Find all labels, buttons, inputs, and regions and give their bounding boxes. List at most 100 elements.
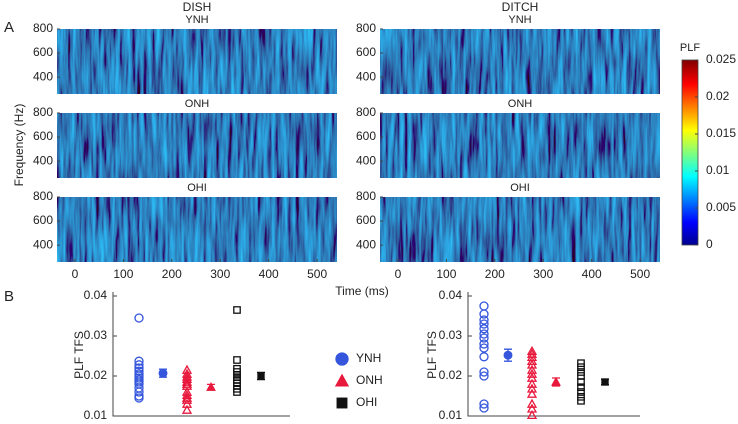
marker [479,343,489,353]
legend-label: YNH [356,351,381,365]
panel-label: B [4,288,14,305]
x-tick-label: 200 [162,267,182,281]
panel-title: ONH [508,98,533,110]
marker [134,313,144,323]
y-tick-label: 0.03 [84,328,108,342]
marker [206,382,216,391]
y-tick-label: 800 [356,21,376,35]
marker [479,352,489,362]
panel-title: ONH [185,98,210,110]
marker [526,355,538,366]
marker [134,393,144,403]
x-tick-label: 100 [436,267,456,281]
marker [577,383,585,392]
marker [479,371,489,381]
marker [526,409,538,420]
marker [577,363,585,372]
y-tick-label: 400 [356,153,376,167]
marker [134,356,144,366]
y-tick-label: 400 [356,237,376,251]
marker [577,396,585,405]
colorbar-tick-label: 0.005 [706,200,736,214]
marker [601,378,609,386]
axis-line [467,292,640,417]
marker [336,397,348,409]
marker [577,388,585,396]
marker [479,309,489,319]
legend-label: ONH [356,373,383,387]
y-tick-label: 600 [33,213,53,227]
marker [181,376,193,386]
spectrogram-image [57,113,337,178]
marker [233,306,241,314]
marker [479,333,489,343]
legend-label: OHI [356,395,377,409]
marker [479,324,489,334]
y-tick-label: 0.03 [439,328,463,342]
marker [503,350,513,360]
x-tick-label: 500 [630,267,650,281]
marker [479,319,489,329]
marker [577,359,585,368]
x-tick-label: 200 [485,267,505,281]
y-tick-label: 0.04 [439,288,463,302]
marker [134,360,144,370]
chart-title: DISH [183,0,212,14]
marker [181,389,193,400]
y-tick-label: 0.01 [439,408,463,422]
x-tick-label: 100 [113,267,133,281]
marker [134,387,144,397]
marker [526,398,538,408]
marker [577,392,585,401]
spectrogram-image [380,113,660,178]
panel-title: OHI [187,182,207,194]
spectrogram-image [57,197,337,262]
marker [335,352,349,366]
marker [479,301,489,311]
marker [134,366,144,376]
y-tick-label: 800 [356,105,376,119]
colorbar-tick-label: 0.015 [706,126,736,140]
colorbar-tick-label: 0.02 [706,89,730,103]
x-tick-label: 500 [307,267,327,281]
marker [233,356,241,364]
marker [257,372,265,380]
panel-title: YNH [185,14,208,26]
marker [551,376,561,386]
marker [479,315,489,325]
y-tick-label: 400 [33,69,53,83]
colorbar-title: PLF [680,42,700,54]
y-tick-label: 600 [356,45,376,59]
y-tick-label: 800 [356,189,376,203]
y-tick-label: 0.04 [84,288,108,302]
y-tick-label: 800 [33,189,53,203]
y-tick-label: 400 [33,237,53,251]
marker [577,368,585,376]
marker [526,388,538,398]
marker [577,378,585,386]
chart-title: DITCH [502,0,539,14]
y-tick-label: 0.02 [84,368,108,382]
x-tick-label: 0 [395,267,402,281]
spectrogram-image [380,197,660,262]
marker [526,378,538,388]
y-axis-label: PLF TFS [425,331,439,379]
y-tick-label: 800 [33,105,53,119]
colorbar-tick-label: 0 [706,237,713,251]
y-axis-label: Frequency (Hz) [12,104,26,187]
y-tick-label: 600 [356,129,376,143]
y-tick-label: 600 [356,213,376,227]
colorbar [681,59,699,246]
marker [479,367,489,377]
y-tick-label: 400 [356,69,376,83]
marker [479,339,489,349]
marker [334,373,350,387]
y-tick-label: 400 [33,153,53,167]
colorbar-tick-label: 0.025 [706,52,736,66]
y-tick-label: 600 [33,45,53,59]
marker [479,399,489,409]
x-tick-label: 400 [259,267,279,281]
marker [479,329,489,339]
y-tick-label: 0.02 [439,368,463,382]
